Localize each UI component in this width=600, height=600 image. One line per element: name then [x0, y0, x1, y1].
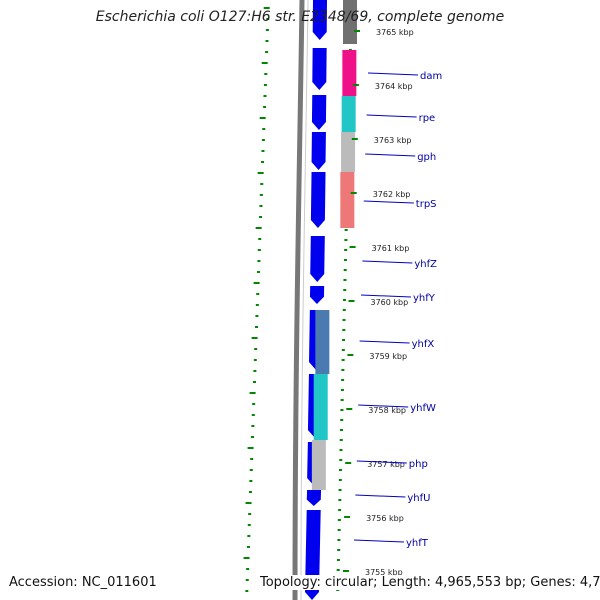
- genome-backbone-inner: [300, 0, 309, 600]
- gene-label: yhfY: [413, 293, 436, 304]
- kbp-label: 3765 kbp: [376, 28, 414, 37]
- gene-leader-line: [367, 72, 419, 76]
- kbp-label: 3763 kbp: [374, 136, 412, 145]
- gene-leader-line: [366, 114, 417, 118]
- coordinate-axis: 3765 kbp 3764 kbp 3763 kbp 3762 kbp 3761 kbp…: [343, 28, 414, 577]
- cds-arrow: [306, 490, 322, 506]
- category-block: [315, 310, 330, 374]
- category-block: [341, 132, 356, 172]
- gene-label: yhfX: [412, 339, 435, 350]
- gene-label: yhfZ: [414, 259, 437, 270]
- category-block: [311, 440, 326, 490]
- cds-arrow: [312, 48, 327, 90]
- gene-leader-line: [353, 539, 405, 543]
- gene-label: php: [409, 459, 428, 470]
- page-title: Escherichia coli O127:H6 str. E2348/69, …: [95, 9, 505, 25]
- topology-summary: Topology: circular; Length: 4,965,553 bp…: [260, 575, 600, 590]
- gene-labels: dam rpe gph trpS yhfZ yhfY yhfX yhfW php yhfU yhfT: [353, 71, 442, 549]
- kbp-label: 3755 kbp: [365, 568, 403, 577]
- kbp-label: 3762 kbp: [373, 190, 411, 199]
- category-block: [341, 96, 356, 132]
- gene-label: trpS: [416, 199, 437, 210]
- kbp-label: 3764 kbp: [375, 82, 413, 91]
- cds-track: [305, 0, 327, 600]
- cds-arrow: [311, 95, 327, 130]
- cds-arrow: [309, 286, 325, 304]
- accession-info: Accession: NC_011601: [9, 575, 157, 590]
- kbp-label: 3757 kbp: [367, 460, 405, 469]
- kbp-label: 3761 kbp: [372, 244, 410, 253]
- kbp-label: 3760 kbp: [371, 298, 409, 307]
- kbp-label: 3759 kbp: [369, 352, 407, 361]
- gene-leader-line: [365, 153, 416, 157]
- gene-leader-line: [359, 340, 410, 344]
- category-block: [313, 374, 328, 440]
- gene-label: dam: [420, 71, 442, 82]
- kbp-label: 3758 kbp: [368, 406, 406, 415]
- cds-arrow: [310, 236, 325, 282]
- gene-leader-line: [363, 200, 414, 204]
- gene-label: yhfU: [407, 493, 430, 504]
- gene-label: rpe: [419, 113, 436, 124]
- cds-arrow: [312, 0, 327, 40]
- gene-leader-line: [358, 404, 409, 408]
- gene-leader-line: [355, 494, 406, 498]
- category-track: [311, 0, 357, 490]
- category-block: [343, 0, 357, 44]
- gene-leader-line: [362, 260, 413, 264]
- kbp-label: 3756 kbp: [366, 514, 404, 523]
- gene-label: yhfW: [410, 403, 436, 414]
- category-block: [340, 172, 355, 228]
- gene-label: yhfT: [406, 538, 429, 549]
- genome-backbone: [292, 0, 305, 600]
- gene-label: gph: [417, 152, 436, 163]
- cds-arrow: [311, 132, 326, 170]
- cds-arrow: [310, 172, 326, 228]
- category-block: [342, 50, 357, 96]
- gene-leader-line: [356, 460, 407, 464]
- gene-leader-line: [360, 294, 412, 298]
